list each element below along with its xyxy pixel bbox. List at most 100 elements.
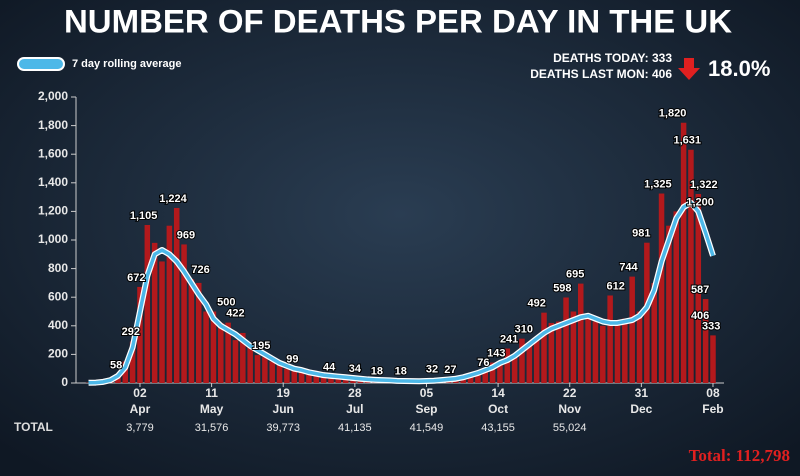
bar — [342, 378, 349, 383]
bar — [166, 225, 173, 383]
bar — [577, 283, 584, 383]
bar — [526, 342, 533, 383]
grand-total: Total: 112,798 — [689, 446, 790, 465]
bar — [600, 325, 606, 383]
line — [88, 201, 715, 385]
bar — [592, 321, 599, 383]
x-tick-label: 14 — [491, 386, 505, 400]
legend-label: 7 day rolling average — [72, 58, 181, 70]
bar — [151, 242, 158, 383]
bar — [144, 224, 151, 383]
monthly-total: 43,155 — [481, 422, 515, 434]
data-label: 310 — [515, 324, 533, 336]
bar — [658, 193, 665, 383]
monthly-total: 39,773 — [266, 422, 300, 434]
monthly-total: 31,576 — [195, 422, 229, 434]
data-label: 695 — [566, 269, 584, 281]
data-label: 1,105 — [130, 210, 158, 222]
bar — [247, 347, 253, 383]
chart-title: NUMBER OF DEATHS PER DAY IN THE UK — [64, 3, 732, 39]
bar — [680, 122, 687, 384]
bar — [467, 374, 474, 383]
x-tick-label: 31 — [635, 386, 649, 400]
bar — [636, 311, 643, 383]
data-label: 1,200 — [686, 196, 714, 208]
data-label: 406 — [691, 310, 709, 322]
legend-swatch — [17, 57, 65, 71]
bar — [203, 311, 209, 383]
x-tick-label: 05 — [420, 386, 434, 400]
data-label: 44 — [323, 362, 336, 374]
bar — [240, 332, 246, 383]
y-tick-label: 2,000 — [38, 89, 68, 103]
data-label: 672 — [127, 272, 145, 284]
bar — [555, 321, 562, 383]
bar — [284, 368, 290, 383]
x-tick-month: Jun — [273, 402, 294, 416]
x-tick-month: Sep — [415, 402, 437, 416]
y-tick-label: 1,000 — [38, 232, 68, 246]
data-label: 1,224 — [159, 193, 187, 205]
bar — [173, 207, 180, 383]
bar — [614, 322, 621, 383]
x-tick-month: Oct — [488, 402, 508, 416]
bar — [122, 361, 129, 383]
data-label: 58 — [110, 360, 122, 372]
data-label: 969 — [177, 229, 195, 241]
totals-title: TOTAL — [14, 420, 53, 434]
bar — [607, 295, 613, 383]
bar — [475, 372, 481, 383]
data-label: 981 — [632, 228, 650, 240]
data-label: 1,631 — [674, 135, 702, 147]
bar — [262, 357, 268, 383]
data-label: 34 — [349, 363, 362, 375]
bar — [695, 193, 702, 383]
data-label: 422 — [226, 308, 244, 320]
deaths-last-mon: DEATHS LAST MON: 406 — [530, 67, 672, 81]
bar — [710, 335, 716, 383]
bar — [181, 244, 187, 383]
x-tick-label: 22 — [563, 386, 577, 400]
data-label: 598 — [553, 282, 571, 294]
data-label: 143 — [487, 347, 505, 359]
bar — [276, 364, 283, 383]
monthly-total: 41,135 — [338, 422, 372, 434]
bar — [519, 338, 525, 383]
bar — [570, 311, 577, 383]
bar — [306, 372, 312, 383]
y-tick-label: 800 — [48, 261, 68, 275]
bar — [482, 368, 489, 383]
x-tick-label: 19 — [277, 386, 291, 400]
bar — [563, 297, 569, 383]
bar — [688, 149, 694, 383]
bar — [159, 261, 165, 383]
bar — [489, 362, 496, 383]
y-tick-label: 1,600 — [38, 146, 68, 160]
y-tick-label: 200 — [48, 347, 68, 361]
data-label: 99 — [286, 354, 298, 366]
bar — [313, 374, 320, 383]
bar — [622, 318, 628, 383]
bar — [504, 348, 511, 383]
y-tick-label: 0 — [61, 375, 68, 389]
y-tick-label: 400 — [48, 318, 68, 332]
x-tick-month: Jul — [346, 402, 363, 416]
data-label: 492 — [527, 298, 545, 310]
x-tick-label: 11 — [205, 386, 218, 400]
x-tick-month: Nov — [558, 402, 581, 416]
deaths-today: DEATHS TODAY: 333 — [553, 51, 672, 65]
data-label: 18 — [395, 365, 407, 377]
x-tick-month: Feb — [702, 402, 723, 416]
x-tick-label: 02 — [133, 386, 147, 400]
data-label: 1,820 — [659, 108, 687, 120]
bar — [702, 299, 709, 383]
data-label: 18 — [371, 365, 383, 377]
bar — [320, 375, 327, 383]
bar — [548, 322, 555, 383]
data-label: 195 — [252, 340, 270, 352]
bar — [232, 340, 239, 383]
bar — [137, 286, 143, 383]
down-arrow — [678, 58, 700, 80]
bar — [651, 282, 657, 383]
